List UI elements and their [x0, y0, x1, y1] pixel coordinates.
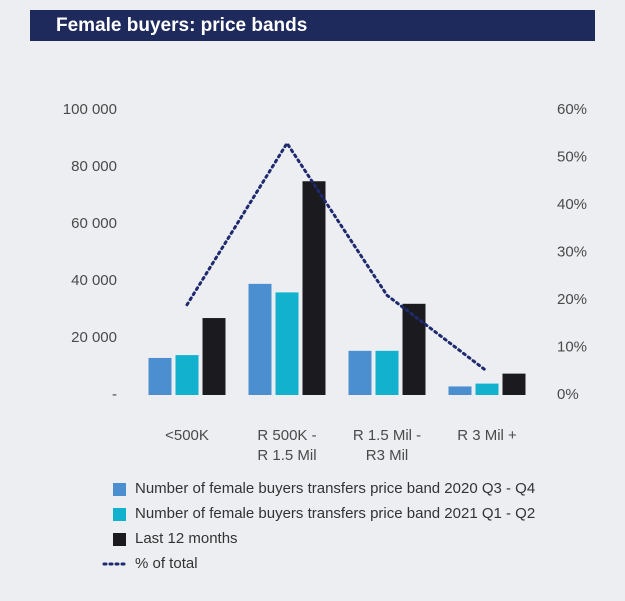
legend-label: Number of female buyers transfers price …	[135, 505, 535, 522]
y-tick-label: 80 000	[71, 158, 117, 175]
legend-swatch	[113, 508, 126, 521]
legend-label: Last 12 months	[135, 530, 238, 547]
line	[185, 140, 489, 373]
bar	[475, 383, 499, 395]
y2-tick-label: 30%	[557, 243, 587, 260]
y2-tick-label: 40%	[557, 196, 587, 213]
x-tick-label: <500K	[165, 427, 209, 444]
legend-swatch	[113, 483, 126, 496]
bar	[302, 181, 326, 395]
bar	[402, 303, 426, 395]
bar	[175, 355, 199, 395]
x-tick-label: R 1.5 Mil	[257, 447, 316, 464]
y2-tick-label: 50%	[557, 148, 587, 165]
bar	[375, 350, 399, 395]
x-tick-label: R 500K -	[257, 427, 316, 444]
title-banner	[30, 10, 595, 41]
bar	[502, 373, 526, 395]
x-tick-label: R3 Mil	[366, 447, 409, 464]
bar	[448, 386, 472, 395]
bar	[348, 350, 372, 395]
bar	[148, 357, 172, 395]
x-tick-label: R 1.5 Mil -	[353, 427, 421, 444]
y-tick-label: 60 000	[71, 215, 117, 232]
bar	[202, 318, 226, 395]
legend-swatch	[113, 533, 126, 546]
y-tick-label: -	[112, 386, 117, 403]
bar	[275, 292, 299, 395]
legend-label: Number of female buyers transfers price …	[135, 480, 535, 497]
y2-tick-label: 0%	[557, 386, 579, 403]
x-tick-label: R 3 Mil +	[457, 427, 517, 444]
y2-tick-label: 10%	[557, 338, 587, 355]
legend-label: % of total	[135, 555, 198, 572]
chart-title: Female buyers: price bands	[56, 15, 307, 36]
y2-tick-label: 60%	[557, 101, 587, 118]
bar	[248, 283, 272, 395]
y2-tick-label: 20%	[557, 291, 587, 308]
y-tick-label: 20 000	[71, 329, 117, 346]
y-tick-label: 40 000	[71, 272, 117, 289]
y-tick-label: 100 000	[63, 101, 117, 118]
